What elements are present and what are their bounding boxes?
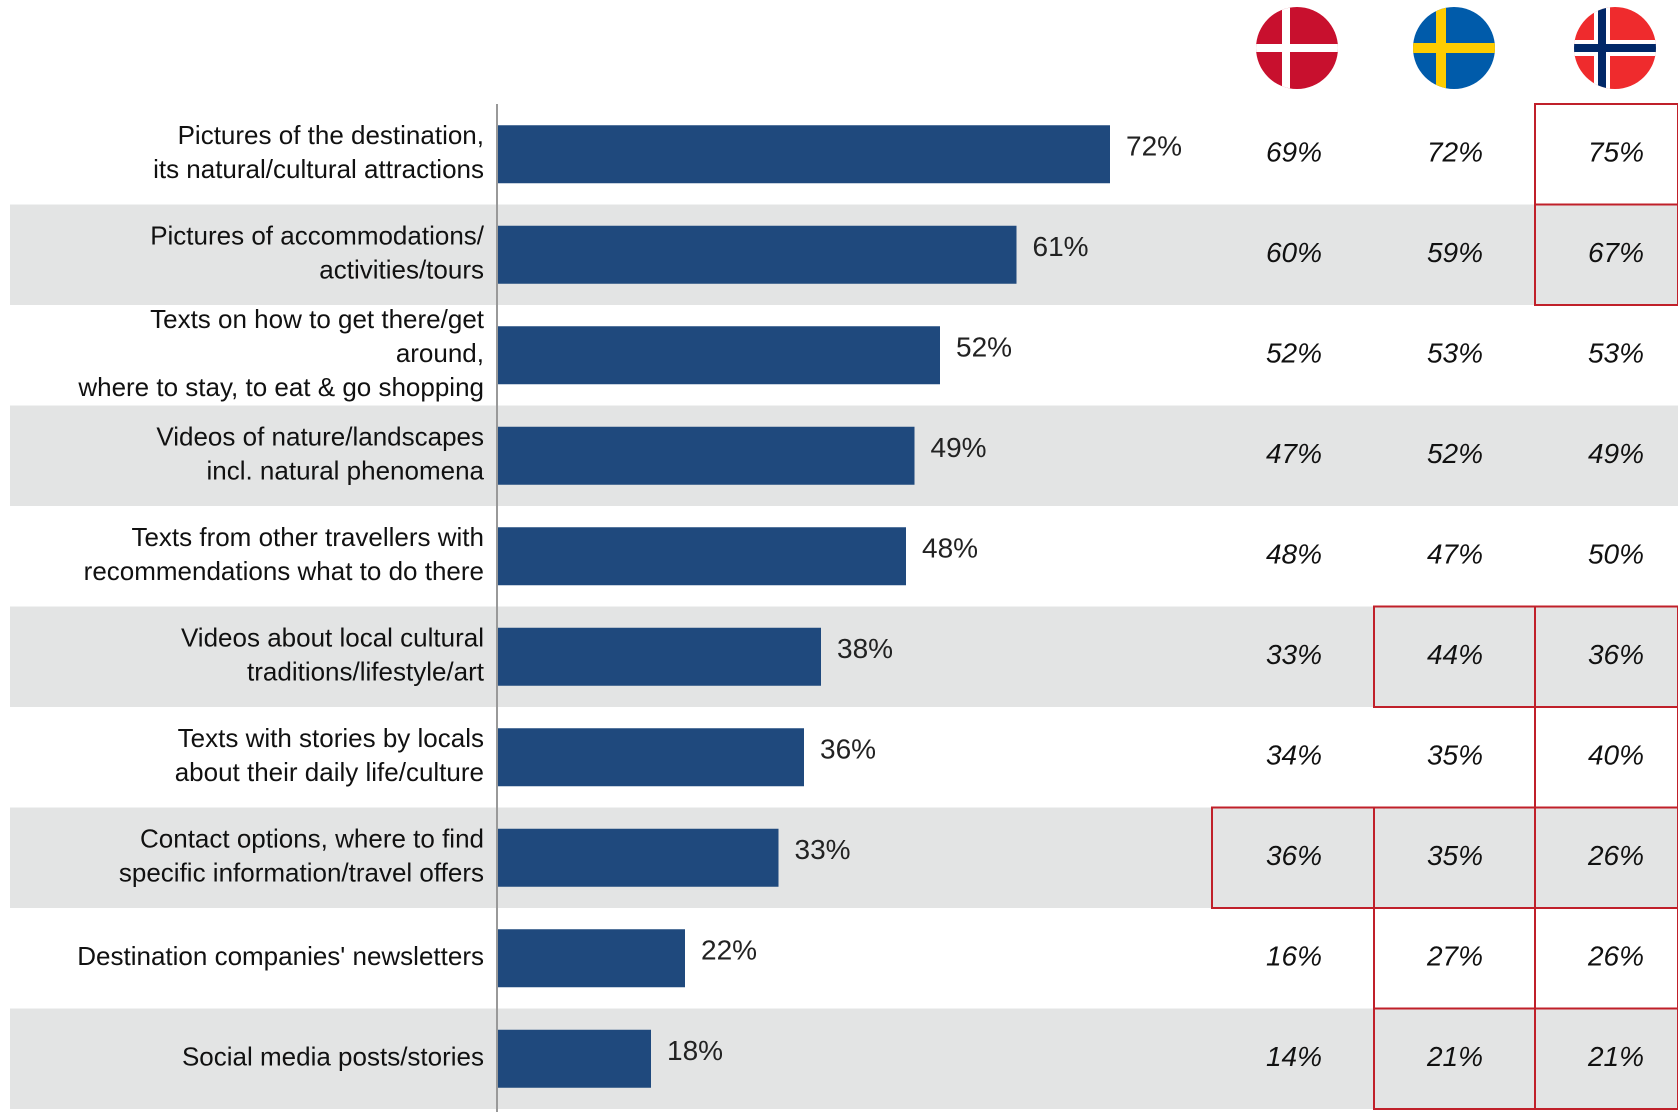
country-value: 52%	[1427, 438, 1483, 469]
country-value: 36%	[1588, 639, 1644, 670]
country-value: 75%	[1588, 137, 1644, 168]
denmark-flag	[1256, 7, 1338, 89]
bar	[498, 125, 1110, 184]
bar-value-label: 36%	[820, 734, 876, 765]
country-value: 21%	[1426, 1041, 1483, 1072]
country-value: 72%	[1427, 137, 1483, 168]
category-label: Texts with stories by locals	[178, 723, 484, 753]
category-label: Videos of nature/landscapes	[156, 422, 484, 452]
row-stripe	[10, 1008, 1678, 1109]
bar	[498, 426, 915, 485]
country-value: 67%	[1588, 237, 1644, 268]
category-label: Texts on how to get there/get	[150, 304, 485, 334]
bar	[498, 728, 804, 787]
country-value: 60%	[1266, 237, 1322, 268]
country-value: 27%	[1426, 941, 1483, 972]
bar	[498, 627, 821, 686]
category-label: traditions/lifestyle/art	[247, 657, 485, 687]
highlight-box	[1534, 1007, 1678, 1110]
country-value: 53%	[1588, 338, 1644, 369]
norway-flag	[1574, 7, 1656, 89]
bars	[498, 125, 1110, 1088]
country-value: 50%	[1588, 539, 1644, 570]
bar-value-labels: 72% 61% 52% 49% 48% 38% 36% 33% 22% 18%	[667, 131, 1182, 1067]
category-label: Destination companies' newsletters	[77, 941, 484, 971]
country-value: 34%	[1266, 740, 1322, 771]
country-value: 16%	[1266, 941, 1322, 972]
category-label: about their daily life/culture	[175, 757, 484, 787]
country-value: 53%	[1427, 338, 1483, 369]
bar-value-label: 61%	[1033, 231, 1089, 262]
category-label: incl. natural phenomena	[206, 456, 484, 486]
category-label: activities/tours	[319, 255, 484, 285]
bar-value-label: 72%	[1126, 131, 1182, 162]
category-label: around,	[396, 338, 484, 368]
country-value: 47%	[1427, 539, 1483, 570]
country-value: 48%	[1266, 539, 1322, 570]
country-value: 14%	[1266, 1041, 1322, 1072]
country-value: 44%	[1427, 639, 1483, 670]
category-label: where to stay, to eat & go shopping	[77, 372, 484, 402]
row-stripe	[10, 807, 1678, 908]
category-label: Videos about local cultural	[181, 623, 484, 653]
country-value: 36%	[1266, 840, 1322, 871]
category-label: specific information/travel offers	[119, 858, 484, 888]
category-label: its natural/cultural attractions	[153, 154, 484, 184]
country-flags	[1256, 7, 1656, 89]
country-value: 26%	[1587, 840, 1644, 871]
sweden-flag	[1413, 7, 1495, 89]
highlight-box	[1534, 203, 1678, 306]
bar-value-label: 18%	[667, 1035, 723, 1066]
highlight-outlines	[1211, 103, 1678, 1110]
bar-value-label: 49%	[931, 432, 987, 463]
bar-value-label: 48%	[922, 533, 978, 564]
country-value: 35%	[1427, 840, 1483, 871]
bar-value-label: 52%	[956, 332, 1012, 363]
category-label: Pictures of accommodations/	[150, 221, 485, 251]
country-value: 26%	[1587, 941, 1644, 972]
country-value: 47%	[1266, 438, 1322, 469]
country-values: 69% 72% 75% 60% 59% 67% 52% 53% 53% 47% 52% 49% 48% 4…	[1266, 137, 1644, 1073]
category-label: recommendations what to do there	[84, 556, 484, 586]
country-value: 33%	[1266, 639, 1322, 670]
category-label: Social media posts/stories	[182, 1042, 484, 1072]
country-value: 69%	[1266, 137, 1322, 168]
country-value: 21%	[1587, 1041, 1644, 1072]
country-value: 40%	[1588, 740, 1644, 771]
row-stripe	[10, 606, 1678, 707]
bar-value-label: 38%	[837, 633, 893, 664]
country-value: 49%	[1588, 438, 1644, 469]
country-value: 59%	[1427, 237, 1483, 268]
bar	[498, 225, 1017, 284]
category-labels: Pictures of the destination, its natural/…	[77, 120, 485, 1072]
country-value: 35%	[1427, 740, 1483, 771]
country-value: 52%	[1266, 338, 1322, 369]
bar-value-label: 22%	[701, 935, 757, 966]
bar	[498, 1029, 651, 1088]
bar	[498, 828, 779, 887]
bar-value-label: 33%	[795, 834, 851, 865]
bar	[498, 929, 685, 988]
bar	[498, 527, 906, 586]
category-label: Texts from other travellers with	[131, 522, 484, 552]
bar	[498, 326, 940, 385]
category-label: Contact options, where to find	[140, 824, 484, 854]
category-label: Pictures of the destination,	[178, 120, 484, 150]
